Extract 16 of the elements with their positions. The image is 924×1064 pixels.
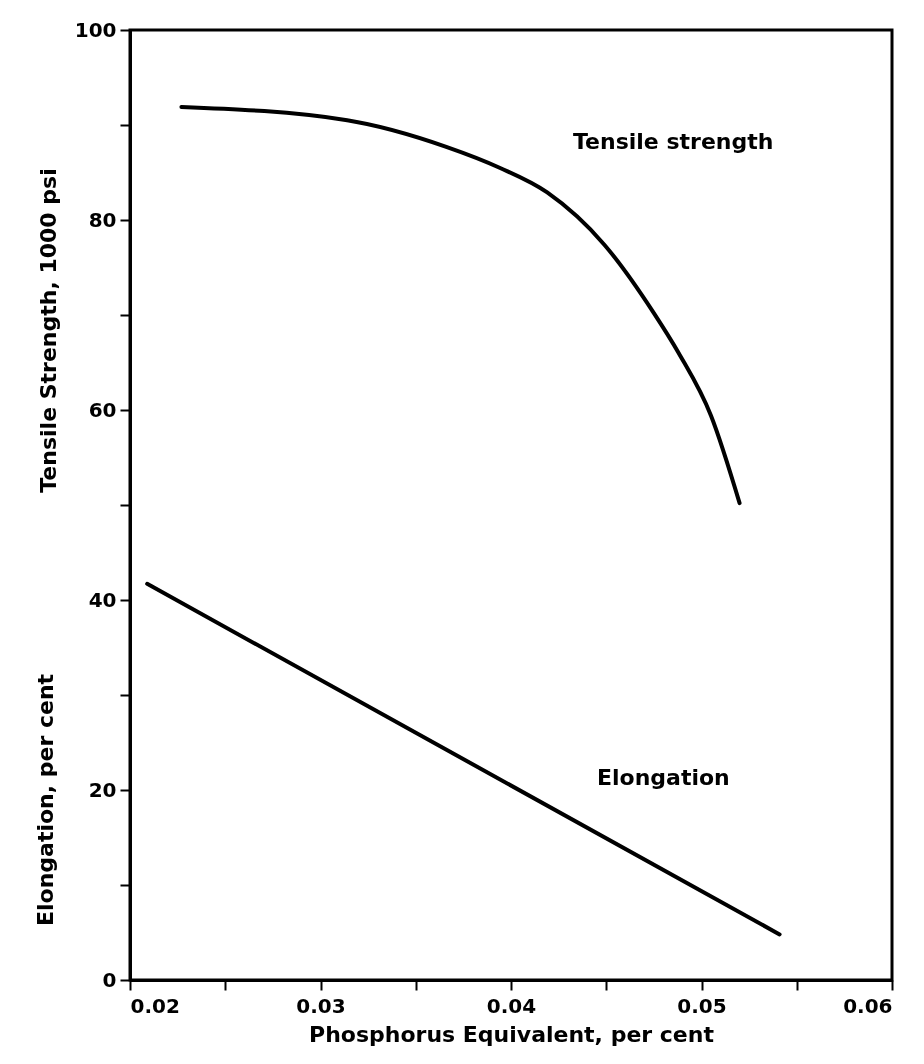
y-tick-label: 40	[88, 587, 117, 612]
x-axis-title: Phosphorus Equivalent, per cent	[309, 1021, 715, 1047]
y-tick-label: 100	[74, 17, 117, 42]
series-label: Elongation	[597, 765, 730, 790]
x-tick-label: 0.02	[130, 993, 180, 1018]
x-tick-label: 0.06	[843, 993, 893, 1018]
y-tick-label: 20	[88, 777, 117, 802]
y-tick-label: 0	[102, 967, 117, 992]
x-tick-label: 0.03	[296, 993, 346, 1018]
y-tick-label: 80	[88, 207, 117, 232]
y-axis-title: Tensile Strength, 1000 psi	[35, 168, 61, 493]
y-tick-label: 60	[88, 397, 117, 422]
x-tick-label: 0.05	[677, 993, 727, 1018]
text: Elongation, per cent	[33, 673, 58, 927]
text: Tensile strength	[573, 129, 774, 154]
x-tick-label: 0.04	[486, 993, 537, 1018]
